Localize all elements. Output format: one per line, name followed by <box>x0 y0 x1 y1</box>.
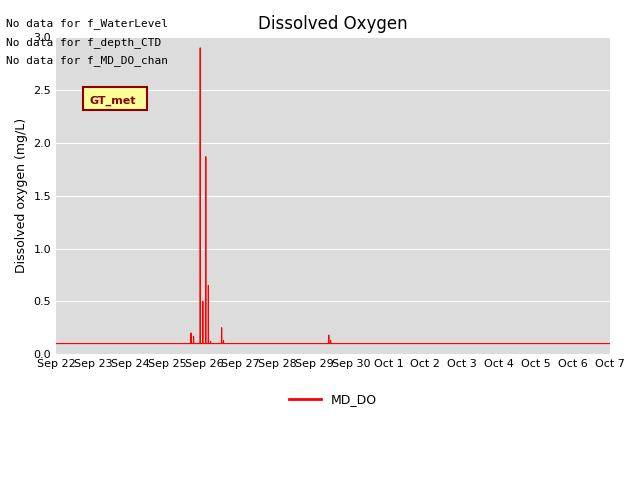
MD_DO <box>289 341 296 347</box>
Text: No data for f_depth_CTD: No data for f_depth_CTD <box>6 36 162 48</box>
MD_DO <box>595 341 603 347</box>
MD_DO <box>52 341 60 347</box>
Title: Dissolved Oxygen: Dissolved Oxygen <box>259 15 408 33</box>
MD_DO <box>606 341 614 347</box>
MD_DO <box>196 45 204 51</box>
Legend: MD_DO: MD_DO <box>284 388 382 411</box>
MD_DO <box>148 341 156 347</box>
Y-axis label: Dissolved oxygen (mg/L): Dissolved oxygen (mg/L) <box>15 118 28 273</box>
Text: No data for f_WaterLevel: No data for f_WaterLevel <box>6 18 168 29</box>
Text: GT_met: GT_met <box>90 96 136 107</box>
MD_DO <box>265 341 273 347</box>
Text: No data for f_MD_DO_chan: No data for f_MD_DO_chan <box>6 55 168 66</box>
Line: MD_DO: MD_DO <box>56 48 610 344</box>
MD_DO <box>115 341 123 347</box>
MD_DO <box>536 341 543 347</box>
